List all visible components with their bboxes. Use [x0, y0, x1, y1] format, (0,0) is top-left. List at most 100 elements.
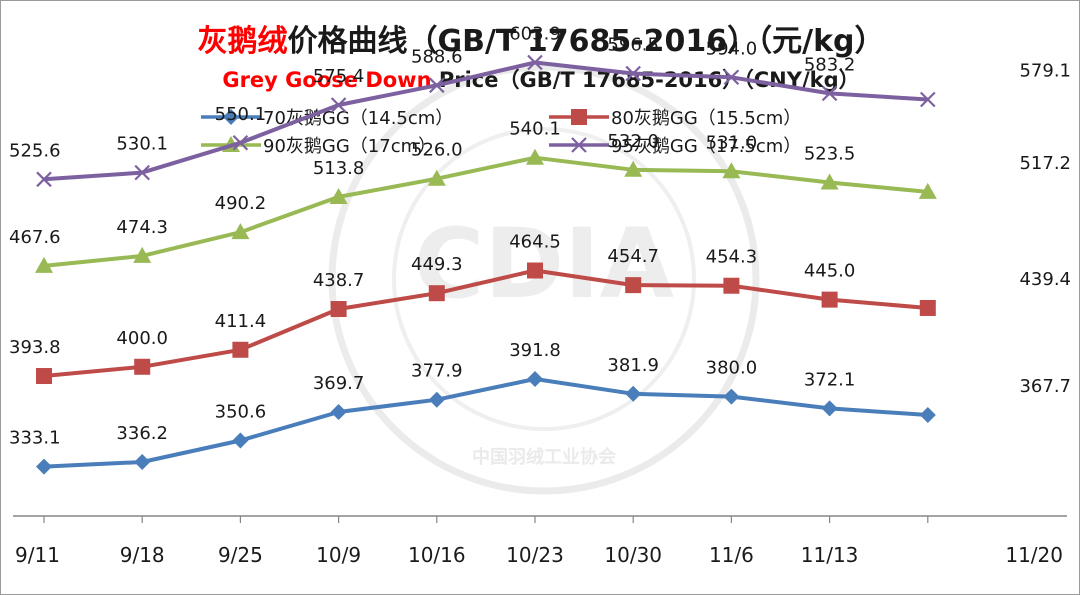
data-point-marker: [527, 371, 543, 388]
data-label: 454.3: [706, 247, 758, 268]
x-tick-label: 10/23: [506, 543, 564, 567]
data-label: 464.5: [509, 232, 561, 253]
data-label: 474.3: [116, 217, 168, 238]
legend-item: 95灰鹅GG（17.5cm）: [549, 136, 801, 157]
series-line: [43, 268, 928, 378]
data-point-marker: [821, 85, 838, 102]
data-point-marker: [232, 432, 249, 449]
data-point-marker: [134, 358, 151, 375]
data-point-marker: [571, 109, 587, 125]
series-line: [43, 155, 928, 268]
legend-item: 80灰鹅GG（15.5cm）: [549, 108, 801, 129]
data-label: 367.7: [1019, 376, 1071, 397]
data-point-marker: [625, 385, 642, 402]
data-label: 333.1: [9, 428, 61, 449]
legend-label: 95灰鹅GG（17.5cm）: [611, 136, 801, 157]
data-point-marker: [919, 299, 936, 316]
x-tick-label: 11/6: [709, 543, 754, 567]
data-point-marker: [624, 160, 643, 177]
chart-title-rest: 价格曲线（GB/T 17685-2016）（元/kg）: [287, 24, 884, 59]
data-label: 532.0: [607, 131, 659, 152]
data-label: 438.7: [313, 270, 365, 291]
data-label: 583.2: [804, 54, 856, 75]
data-point-marker: [571, 137, 587, 153]
data-point-marker: [330, 403, 347, 420]
data-point-marker: [918, 182, 937, 199]
legend-label: 80灰鹅GG（15.5cm）: [611, 108, 801, 129]
data-label: 411.4: [215, 311, 267, 332]
data-point-marker: [330, 97, 347, 113]
data-point-marker: [526, 148, 544, 165]
legend-label: 90灰鹅GG（17cm）: [263, 136, 436, 157]
data-label: 596.5: [607, 35, 659, 56]
data-point-marker: [232, 134, 249, 151]
data-point-marker: [428, 391, 445, 408]
chart-title-highlight: 灰鹅绒: [197, 24, 287, 59]
data-label: 380.0: [706, 358, 758, 379]
data-point-marker: [427, 169, 446, 186]
data-point-marker: [723, 388, 740, 405]
series-group: [36, 54, 936, 188]
x-tick-label: 10/9: [316, 543, 361, 567]
data-point-marker: [223, 109, 239, 125]
data-label: 369.7: [313, 373, 365, 394]
data-label: 449.3: [411, 254, 463, 275]
data-label: 525.6: [9, 140, 61, 161]
series-layer: [35, 54, 937, 475]
series-group: [35, 148, 937, 273]
data-label-layer: 333.1 336.2 350.6 369.7 377.9 391.8 381.9 380.0…: [9, 23, 1071, 448]
data-label: 400.0: [116, 328, 168, 349]
chart-subtitle-highlight: Grey Goose Down: [222, 68, 431, 92]
data-label: 530.1: [116, 134, 168, 155]
data-point-marker: [821, 291, 838, 308]
data-point-marker: [723, 277, 740, 294]
data-label: 526.0: [411, 140, 463, 161]
data-label: 603.9: [509, 23, 561, 44]
data-point-marker: [35, 256, 53, 273]
data-label: 439.4: [1019, 269, 1071, 290]
data-label: 588.6: [411, 46, 463, 67]
data-point-marker: [429, 77, 445, 94]
x-tick-label: 9/25: [218, 543, 263, 567]
watermark-outer-ring: [328, 63, 760, 495]
data-label: 377.9: [411, 361, 463, 382]
x-tick-label: 10/16: [408, 543, 466, 567]
data-point-marker: [134, 453, 151, 470]
data-point-marker: [625, 65, 641, 82]
data-label: 454.7: [607, 246, 659, 267]
data-label: 372.1: [804, 369, 856, 390]
data-point-marker: [723, 69, 740, 86]
watermark-inner-ring: [392, 127, 696, 431]
data-label: 540.1: [509, 119, 561, 140]
data-point-marker: [428, 285, 445, 302]
data-label: 381.9: [607, 355, 659, 376]
data-label: 575.4: [313, 66, 365, 87]
watermark-logo: CDIA: [414, 208, 674, 320]
data-point-marker: [820, 173, 839, 190]
data-label: 531.0: [706, 132, 758, 153]
x-tick-label: 11/20: [1005, 543, 1063, 567]
chart-title: 灰鹅绒价格曲线（GB/T 17685-2016）（元/kg）: [197, 24, 884, 59]
data-label: 350.6: [215, 401, 267, 422]
data-point-marker: [625, 277, 642, 294]
data-label: 579.1: [1019, 60, 1071, 81]
data-label: 517.2: [1019, 153, 1071, 174]
data-label: 490.2: [215, 193, 267, 214]
data-label: 393.8: [9, 337, 61, 358]
data-label: 391.8: [509, 340, 561, 361]
x-tick-label: 9/11: [15, 543, 60, 567]
data-point-marker: [527, 54, 543, 71]
watermark-seal: CDIA 中国羽绒工业协会: [328, 63, 760, 495]
x-axis-ticks: 9/11 9/18 9/25 10/9 10/16 10/23 10/30 11/6 11/13…: [15, 516, 1063, 567]
legend-label: 70灰鹅GG（14.5cm）: [263, 108, 453, 129]
data-point-marker: [36, 458, 52, 475]
data-point-marker: [329, 187, 348, 204]
legend-item: 70灰鹅GG（14.5cm）: [201, 108, 453, 129]
x-tick-label: 10/30: [604, 543, 662, 567]
x-tick-label: 11/13: [801, 543, 859, 567]
watermark-text: 中国羽绒工业协会: [472, 446, 616, 468]
data-point-marker: [36, 368, 52, 385]
data-label: 523.5: [804, 143, 856, 164]
data-point-marker: [722, 162, 741, 179]
series-group: [36, 371, 936, 475]
